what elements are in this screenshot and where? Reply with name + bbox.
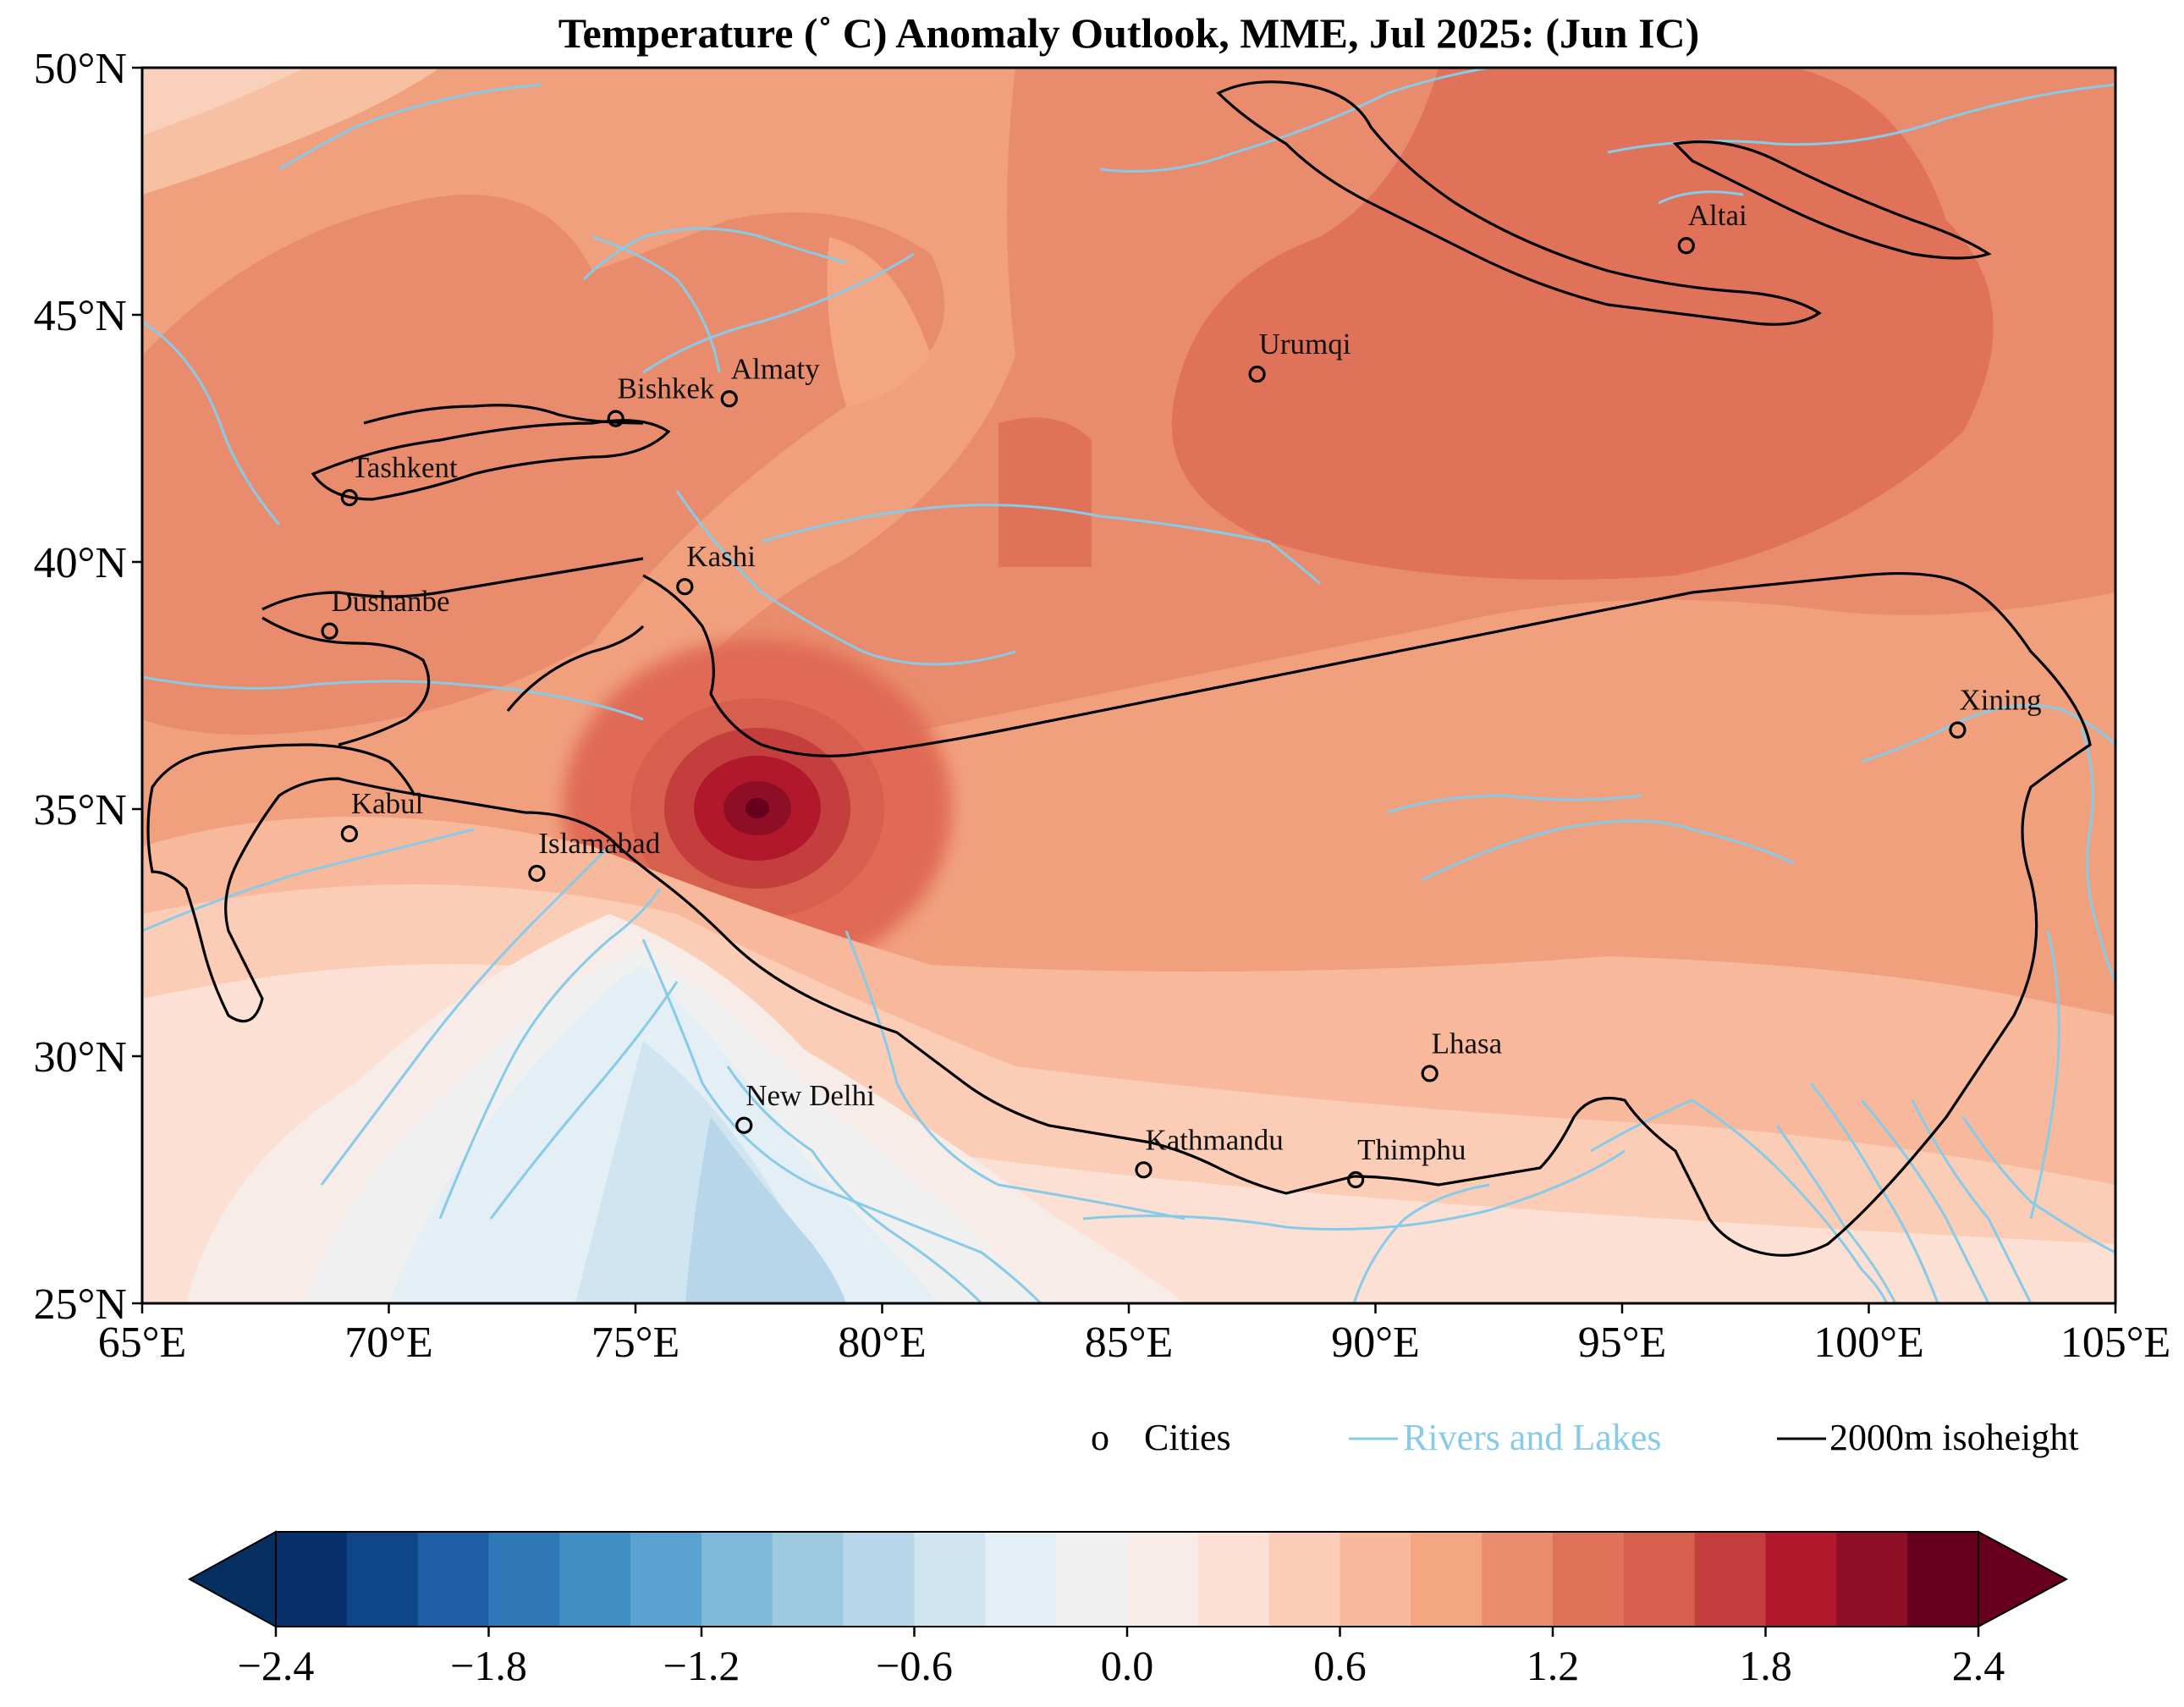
city-label: Bishkek	[618, 372, 715, 405]
city-label: Dushanbe	[332, 585, 450, 618]
legend-cities-label: Cities	[1144, 1417, 1231, 1458]
colorbar-segment	[1197, 1532, 1270, 1627]
y-axis: 25°N 30°N 35°N 40°N 45°N 50°N	[34, 45, 142, 1329]
colorbar: −2.4 −1.8 −1.2 −0.6 0.0 0.6 1.2 1.8 2.4	[187, 1530, 2069, 1689]
colorbar-segment	[1127, 1532, 1199, 1627]
colorbar-segment	[1694, 1532, 1767, 1627]
x-tick-label: 80°E	[838, 1319, 927, 1367]
colorbar-under-arrow	[187, 1530, 277, 1628]
colorbar-segment	[630, 1532, 702, 1627]
city-marker	[528, 864, 546, 883]
colorbar-segment	[1268, 1532, 1341, 1627]
city-label: Almaty	[731, 352, 820, 385]
field-contour-central-asia	[142, 195, 945, 735]
colorbar-segment	[1340, 1532, 1411, 1627]
city-marker	[676, 578, 694, 596]
colorbar-segment	[417, 1532, 490, 1627]
city-label: Urumqi	[1259, 328, 1351, 361]
city-marker	[1248, 365, 1266, 383]
x-tick-label: 100°E	[1813, 1319, 1924, 1367]
map-area: Altai Urumqi Almaty Bishkek Tashkent Kashi Dus…	[34, 45, 2171, 1367]
colorbar-segment	[1907, 1532, 1979, 1627]
city-marker	[720, 390, 738, 408]
colorbar-tick-label: 1.2	[1527, 1642, 1580, 1689]
x-tick-label: 105°E	[2060, 1319, 2171, 1367]
city-label: Xining	[1959, 684, 2041, 717]
city-marker	[1135, 1161, 1153, 1179]
colorbar-ticks: −2.4 −1.8 −1.2 −0.6 0.0 0.6 1.2 1.8 2.4	[238, 1627, 2005, 1689]
city-label: Altai	[1688, 199, 1747, 232]
colorbar-segment	[914, 1532, 986, 1627]
city-label: Tashkent	[351, 451, 458, 484]
city-label: Lhasa	[1432, 1027, 1503, 1060]
colorbar-tick-label: 2.4	[1952, 1642, 2005, 1689]
anomaly-field	[142, 68, 2115, 1303]
colorbar-segment	[1836, 1532, 1908, 1627]
isoheight-2000m	[146, 80, 2092, 1257]
city-marker	[1949, 721, 1967, 739]
colorbar-segment	[276, 1532, 348, 1627]
x-tick-label: 65°E	[98, 1319, 187, 1367]
map-legend: o Cities Rivers and Lakes 2000m isoheigh…	[1091, 1417, 2079, 1458]
city-label: Kashi	[686, 540, 756, 573]
colorbar-segment	[985, 1532, 1057, 1627]
colorbar-segment	[843, 1532, 916, 1627]
colorbar-segment	[1411, 1532, 1483, 1627]
colorbar-tick-label: 0.6	[1313, 1642, 1367, 1689]
colorbar-segment	[772, 1532, 844, 1627]
x-tick-label: 90°E	[1331, 1319, 1420, 1367]
city-marker	[321, 622, 338, 640]
colorbar-segment	[1553, 1532, 1625, 1627]
colorbar-tick-label: −0.6	[876, 1642, 953, 1689]
colorbar-tick-label: −1.8	[450, 1642, 527, 1689]
x-tick-label: 95°E	[1578, 1319, 1667, 1367]
x-tick-label: 85°E	[1085, 1319, 1174, 1367]
colorbar-segment	[559, 1532, 631, 1627]
cities-layer: Altai Urumqi Almaty Bishkek Tashkent Kashi Dus…	[321, 199, 2042, 1189]
field-contour-hotspot	[563, 639, 952, 977]
colorbar-segment	[1056, 1532, 1128, 1627]
colorbar-segment	[346, 1532, 419, 1627]
legend-cities-marker: o	[1091, 1417, 1109, 1458]
y-tick-label: 25°N	[34, 1280, 127, 1329]
colorbar-segment	[1765, 1532, 1837, 1627]
y-tick-label: 40°N	[34, 539, 127, 587]
colorbar-segment	[701, 1532, 773, 1627]
colorbar-segments	[276, 1532, 1979, 1627]
city-marker	[1347, 1170, 1365, 1189]
city-label: Kabul	[351, 787, 424, 820]
city-marker	[1421, 1065, 1439, 1082]
x-tick-label: 75°E	[591, 1319, 680, 1367]
city-label: Kathmandu	[1145, 1123, 1283, 1156]
city-marker	[340, 825, 358, 843]
city-label: New Delhi	[745, 1079, 875, 1112]
y-tick-label: 50°N	[34, 45, 127, 93]
colorbar-tick-label: −2.4	[238, 1642, 315, 1689]
city-label: Islamabad	[538, 827, 660, 860]
map-title: Temperature (˚ C) Anomaly Outlook, MME, …	[558, 9, 1700, 57]
colorbar-segment	[488, 1532, 560, 1627]
colorbar-segment	[1482, 1532, 1554, 1627]
colorbar-tick-label: 1.8	[1739, 1642, 1792, 1689]
city-marker	[735, 1116, 753, 1134]
y-tick-label: 30°N	[34, 1033, 127, 1082]
colorbar-over-arrow	[1978, 1530, 2069, 1628]
colorbar-segment	[1623, 1532, 1696, 1627]
y-tick-label: 35°N	[34, 786, 127, 834]
field-contour-tarim-dzungaria	[1171, 68, 1994, 580]
city-label: Thimphu	[1357, 1133, 1466, 1166]
colorbar-tick-label: 0.0	[1101, 1642, 1154, 1689]
x-tick-label: 70°E	[344, 1319, 433, 1367]
city-marker	[607, 410, 624, 427]
y-tick-label: 45°N	[34, 292, 127, 340]
legend-isoheight-label: 2000m isoheight	[1829, 1417, 2079, 1458]
city-marker	[340, 488, 358, 507]
colorbar-tick-label: −1.2	[663, 1642, 740, 1689]
city-marker	[1677, 237, 1695, 255]
legend-rivers-label: Rivers and Lakes	[1403, 1417, 1661, 1458]
x-axis: 65°E 70°E 75°E 80°E 85°E 90°E 95°E 100°E 105°E	[98, 1303, 2171, 1367]
